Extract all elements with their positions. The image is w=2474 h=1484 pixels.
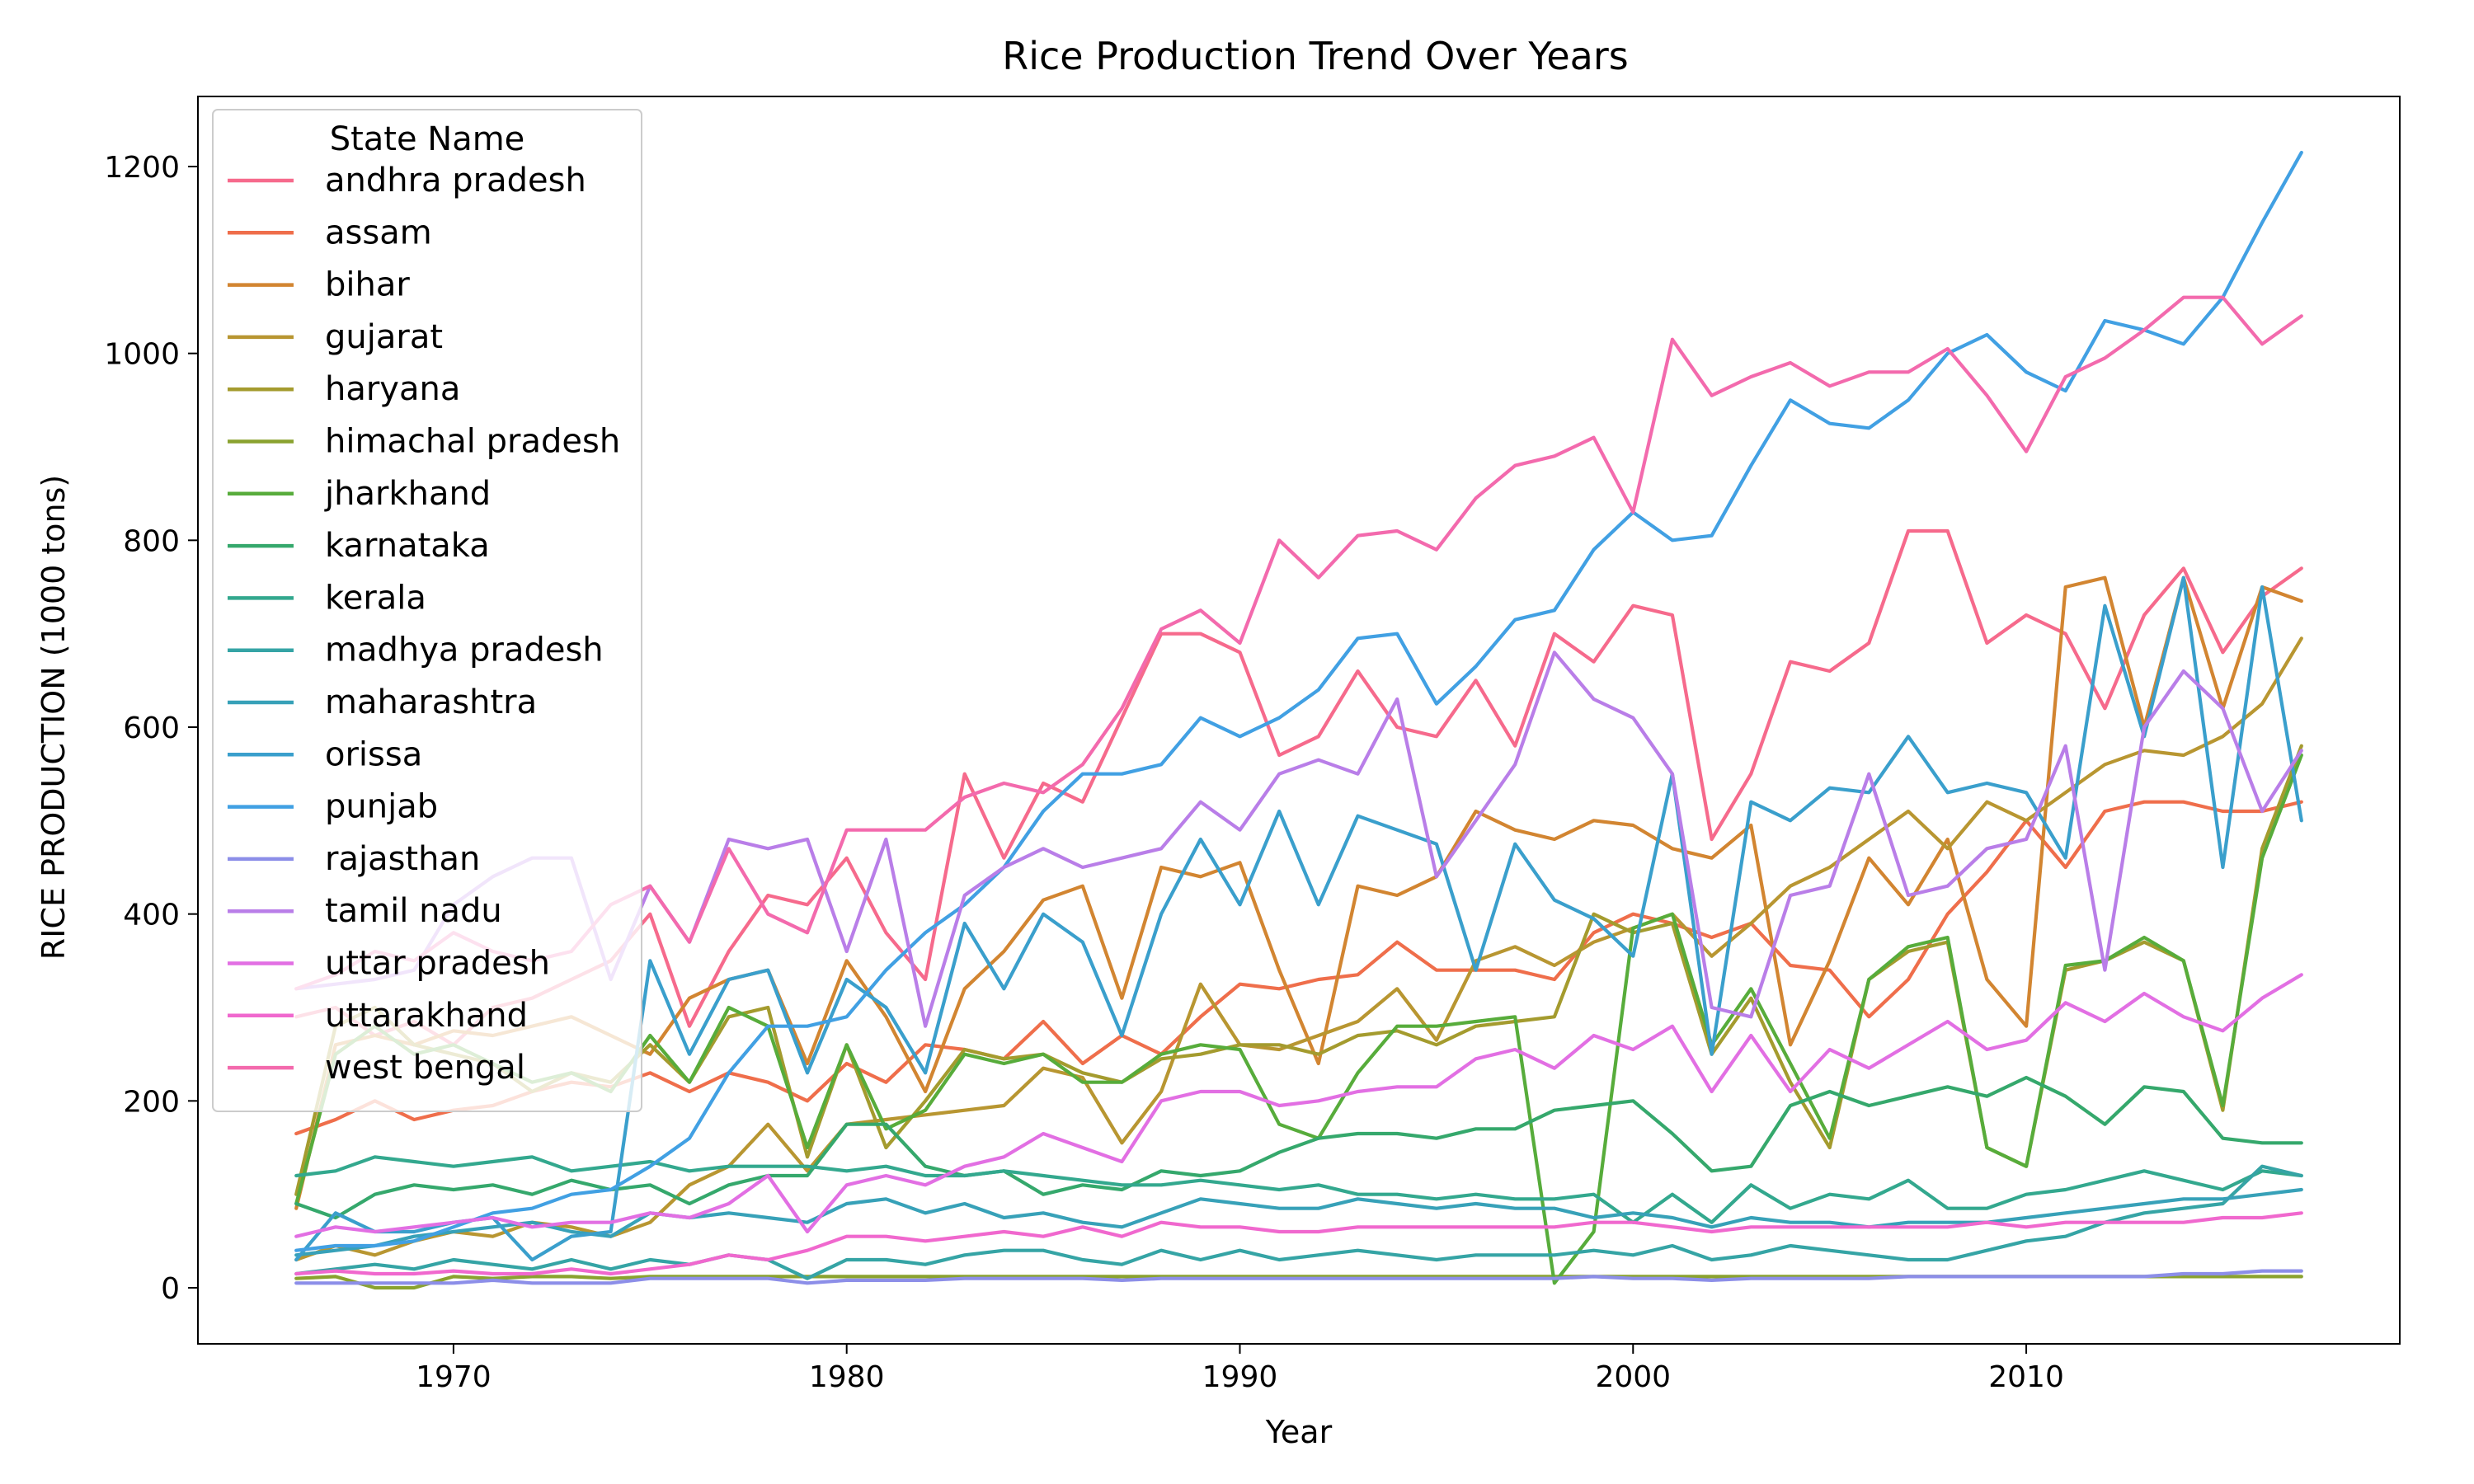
series-line-maharashtra <box>294 1187 2303 1257</box>
series-line-kerala <box>294 1155 2303 1224</box>
legend-label: assam <box>325 214 432 251</box>
series-line-madhya-pradesh <box>294 1164 2303 1280</box>
x-axis-title: Year <box>1265 1414 1333 1450</box>
x-tick-label: 2010 <box>1988 1360 2064 1394</box>
x-tick-label: 1970 <box>416 1360 492 1394</box>
series-line-punjab <box>294 150 2303 1252</box>
legend-label: haryana <box>325 370 460 408</box>
legend-label: himachal pradesh <box>325 423 620 461</box>
legend-label: uttarakhand <box>325 997 528 1035</box>
series-line-uttar-pradesh <box>294 973 2303 1238</box>
plot-frame <box>197 96 2401 1345</box>
y-tick-label: 600 <box>123 711 180 745</box>
y-tick-label: 1000 <box>104 338 180 372</box>
y-tick-label: 200 <box>123 1085 180 1119</box>
series-line-uttarakhand <box>294 1211 2303 1276</box>
x-tick-label: 2000 <box>1595 1360 1671 1394</box>
legend-label: karnataka <box>325 527 490 565</box>
legend-items: andhra pradesh assam bihar gujarat haryana hi… <box>228 162 620 1087</box>
legend-label: punjab <box>325 788 438 826</box>
legend-box <box>212 109 642 1112</box>
series-line-rajasthan <box>294 1269 2303 1285</box>
legend-label: west bengal <box>325 1049 525 1087</box>
legend-label: jharkhand <box>324 475 491 513</box>
y-tick-label: 800 <box>123 524 180 558</box>
y-axis-title: RICE PRODUCTION (1000 tons) <box>35 475 72 960</box>
legend-label: kerala <box>325 579 426 617</box>
y-tick-label: 1200 <box>104 151 180 185</box>
y-axis: 0 200 400 600 800 1000 1200 <box>104 151 198 1306</box>
x-tick-label: 1990 <box>1202 1360 1278 1394</box>
legend-label: bihar <box>325 266 410 304</box>
legend-label: orissa <box>325 735 422 773</box>
x-axis: 1970 1980 1990 2000 2010 <box>416 1344 2064 1394</box>
legend-label: madhya pradesh <box>325 632 604 669</box>
series-line-gujarat <box>294 636 2303 1262</box>
legend-label: andhra pradesh <box>325 162 586 200</box>
legend-label: uttar pradesh <box>325 945 550 983</box>
legend: State Name andhra pradesh assam bihar gujar… <box>212 109 642 1112</box>
legend-label: gujarat <box>325 318 443 356</box>
series-line-karnataka <box>294 1075 2303 1220</box>
legend-title: State Name <box>330 120 525 158</box>
y-tick-label: 400 <box>123 899 180 932</box>
legend-label: tamil nadu <box>325 892 502 930</box>
legend-label: rajasthan <box>325 840 480 878</box>
legend-label: maharashtra <box>325 683 537 721</box>
y-tick-label: 0 <box>161 1272 180 1306</box>
chart-title: Rice Production Trend Over Years <box>1002 34 1628 78</box>
x-tick-label: 1980 <box>809 1360 885 1394</box>
